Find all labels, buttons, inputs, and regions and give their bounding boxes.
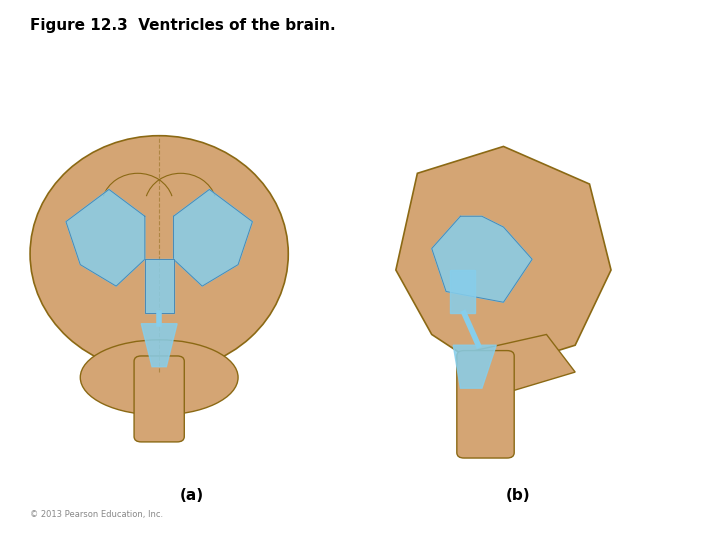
Polygon shape [450, 270, 474, 313]
Text: (a): (a) [179, 488, 204, 503]
Polygon shape [141, 323, 177, 367]
Polygon shape [66, 190, 145, 286]
Polygon shape [396, 146, 611, 372]
FancyBboxPatch shape [134, 356, 184, 442]
Polygon shape [174, 190, 253, 286]
Polygon shape [453, 345, 496, 388]
Ellipse shape [30, 136, 288, 372]
Polygon shape [432, 217, 532, 302]
Ellipse shape [81, 340, 238, 415]
Text: © 2013 Pearson Education, Inc.: © 2013 Pearson Education, Inc. [30, 510, 163, 519]
Text: (b): (b) [505, 488, 530, 503]
FancyBboxPatch shape [456, 350, 514, 458]
Polygon shape [460, 334, 575, 394]
Text: Figure 12.3  Ventricles of the brain.: Figure 12.3 Ventricles of the brain. [30, 17, 336, 32]
Polygon shape [145, 259, 174, 313]
